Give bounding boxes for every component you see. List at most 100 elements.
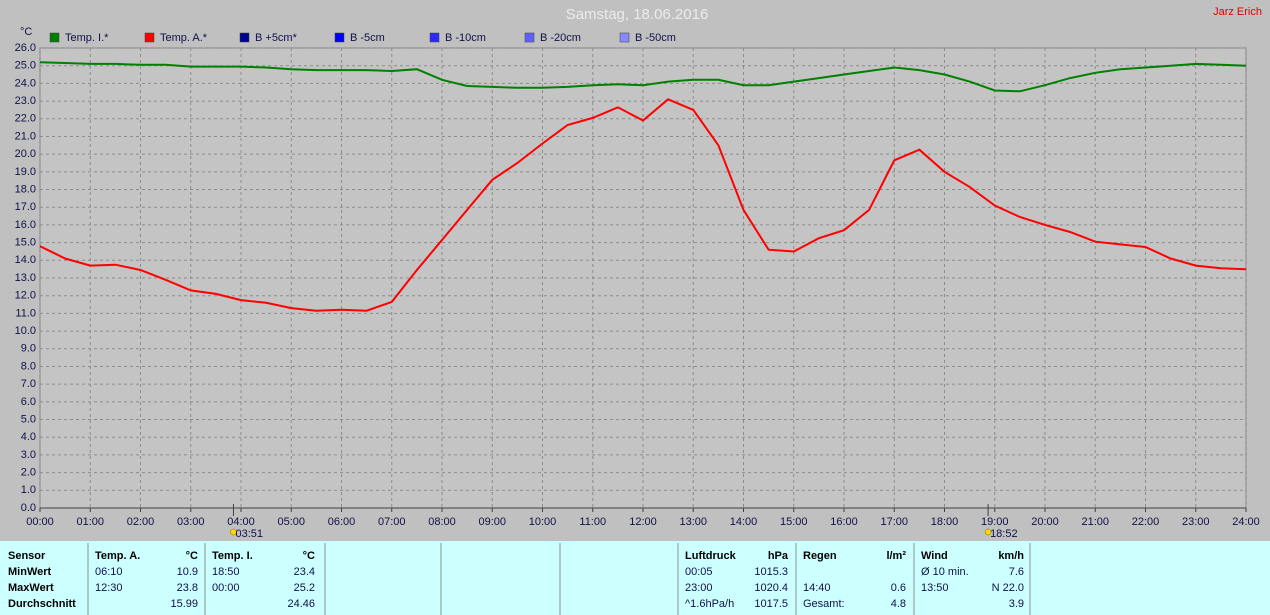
cell-value: 1015.3: [754, 566, 788, 578]
legend-swatch: [239, 32, 250, 43]
y-tick-label: 25.0: [15, 60, 36, 72]
group-unit: km/h: [998, 550, 1024, 562]
cell-time: 12:30: [95, 582, 123, 594]
author: Jarz Erich: [1213, 6, 1262, 18]
stats-panel: [0, 541, 1270, 615]
cell-value: 4.8: [891, 598, 906, 610]
legend-swatch: [429, 32, 440, 43]
x-tick-label: 21:00: [1081, 516, 1109, 528]
cell-time: 14:40: [803, 582, 831, 594]
y-tick-label: 0.0: [21, 502, 36, 514]
row-label: MinWert: [8, 566, 52, 578]
chart-title: Samstag, 18.06.2016: [566, 6, 709, 23]
cell-value: 1020.4: [754, 582, 788, 594]
y-tick-label: 17.0: [15, 201, 36, 213]
y-tick-label: 23.0: [15, 95, 36, 107]
x-tick-label: 03:00: [177, 516, 205, 528]
cell-value: 24.46: [287, 598, 315, 610]
cell-time: 13:50: [921, 582, 949, 594]
group-unit: °C: [303, 550, 315, 562]
cell-time: 00:05: [685, 566, 713, 578]
group-unit: hPa: [768, 550, 789, 562]
x-tick-label: 17:00: [880, 516, 908, 528]
x-tick-label: 16:00: [830, 516, 858, 528]
cell-time: 06:10: [95, 566, 123, 578]
group-unit: l/m²: [886, 550, 906, 562]
row-label: Sensor: [8, 550, 46, 562]
cell-time: ^1.6hPa/h: [685, 598, 734, 610]
x-tick-label: 08:00: [428, 516, 456, 528]
row-label: Durchschnitt: [8, 598, 76, 610]
legend-label: B +5cm*: [255, 32, 298, 44]
x-tick-label: 05:00: [277, 516, 305, 528]
cell-value: 0.6: [891, 582, 906, 594]
x-tick-label: 06:00: [328, 516, 356, 528]
x-tick-label: 04:00: [227, 516, 255, 528]
legend-label: Temp. I.*: [65, 32, 109, 44]
legend-swatch: [524, 32, 535, 43]
x-tick-label: 02:00: [127, 516, 155, 528]
cell-time: 23:00: [685, 582, 713, 594]
y-tick-label: 15.0: [15, 237, 36, 249]
x-tick-label: 13:00: [679, 516, 707, 528]
x-tick-label: 15:00: [780, 516, 808, 528]
x-tick-label: 11:00: [579, 516, 606, 528]
group-header: Temp. I.: [212, 550, 253, 562]
y-tick-label: 8.0: [21, 360, 36, 372]
y-tick-label: 21.0: [15, 130, 36, 142]
annotation-label: 03:51: [235, 528, 263, 540]
cell-time: 18:50: [212, 566, 240, 578]
legend-label: B -5cm: [350, 32, 385, 44]
series-line: [39, 61, 1247, 93]
cell-time: 00:00: [212, 582, 240, 594]
row-label: MaxWert: [8, 582, 54, 594]
y-tick-label: 13.0: [15, 272, 36, 284]
x-tick-label: 09:00: [478, 516, 506, 528]
legend-label: B -50cm: [635, 32, 676, 44]
y-tick-label: 5.0: [21, 413, 36, 425]
group-header: Regen: [803, 550, 837, 562]
legend-label: B -20cm: [540, 32, 581, 44]
y-tick-label: 20.0: [15, 148, 36, 160]
cell-value: 7.6: [1009, 566, 1024, 578]
cell-time: Ø 10 min.: [921, 566, 969, 578]
sun-icon: [984, 528, 992, 536]
group-unit: °C: [186, 550, 198, 562]
y-tick-label: 9.0: [21, 343, 36, 355]
y-tick-label: 3.0: [21, 449, 36, 461]
x-tick-label: 00:00: [26, 516, 54, 528]
group-header: Temp. A.: [95, 550, 140, 562]
x-tick-label: 23:00: [1182, 516, 1210, 528]
annotation-label: 18:52: [990, 528, 1018, 540]
y-tick-label: 14.0: [15, 254, 36, 266]
y-tick-label: 1.0: [21, 484, 36, 496]
y-tick-label: 7.0: [21, 378, 36, 390]
cell-time: Gesamt:: [803, 598, 845, 610]
x-tick-label: 14:00: [730, 516, 758, 528]
legend-swatch: [49, 32, 60, 43]
y-tick-label: 26.0: [15, 42, 36, 54]
y-tick-label: 18.0: [15, 183, 36, 195]
cell-value: N 22.0: [992, 582, 1024, 594]
sun-icon: [230, 528, 237, 536]
x-tick-label: 19:00: [981, 516, 1009, 528]
cell-value: 23.4: [294, 566, 315, 578]
y-axis-label: °C: [20, 26, 32, 38]
y-tick-label: 24.0: [15, 77, 36, 89]
group-header: Wind: [921, 550, 948, 562]
y-tick-label: 4.0: [21, 431, 36, 443]
cell-value: 15.99: [170, 598, 198, 610]
legend-swatch: [619, 32, 630, 43]
y-tick-label: 19.0: [15, 166, 36, 178]
cell-value: 25.2: [294, 582, 315, 594]
cell-value: 1017.5: [754, 598, 788, 610]
cell-value: 10.9: [177, 566, 198, 578]
x-tick-label: 18:00: [931, 516, 959, 528]
y-tick-label: 10.0: [15, 325, 36, 337]
legend-label: Temp. A.*: [160, 32, 208, 44]
x-tick-label: 20:00: [1031, 516, 1059, 528]
y-tick-label: 6.0: [21, 396, 36, 408]
legend-swatch: [144, 32, 155, 43]
x-tick-label: 07:00: [378, 516, 406, 528]
